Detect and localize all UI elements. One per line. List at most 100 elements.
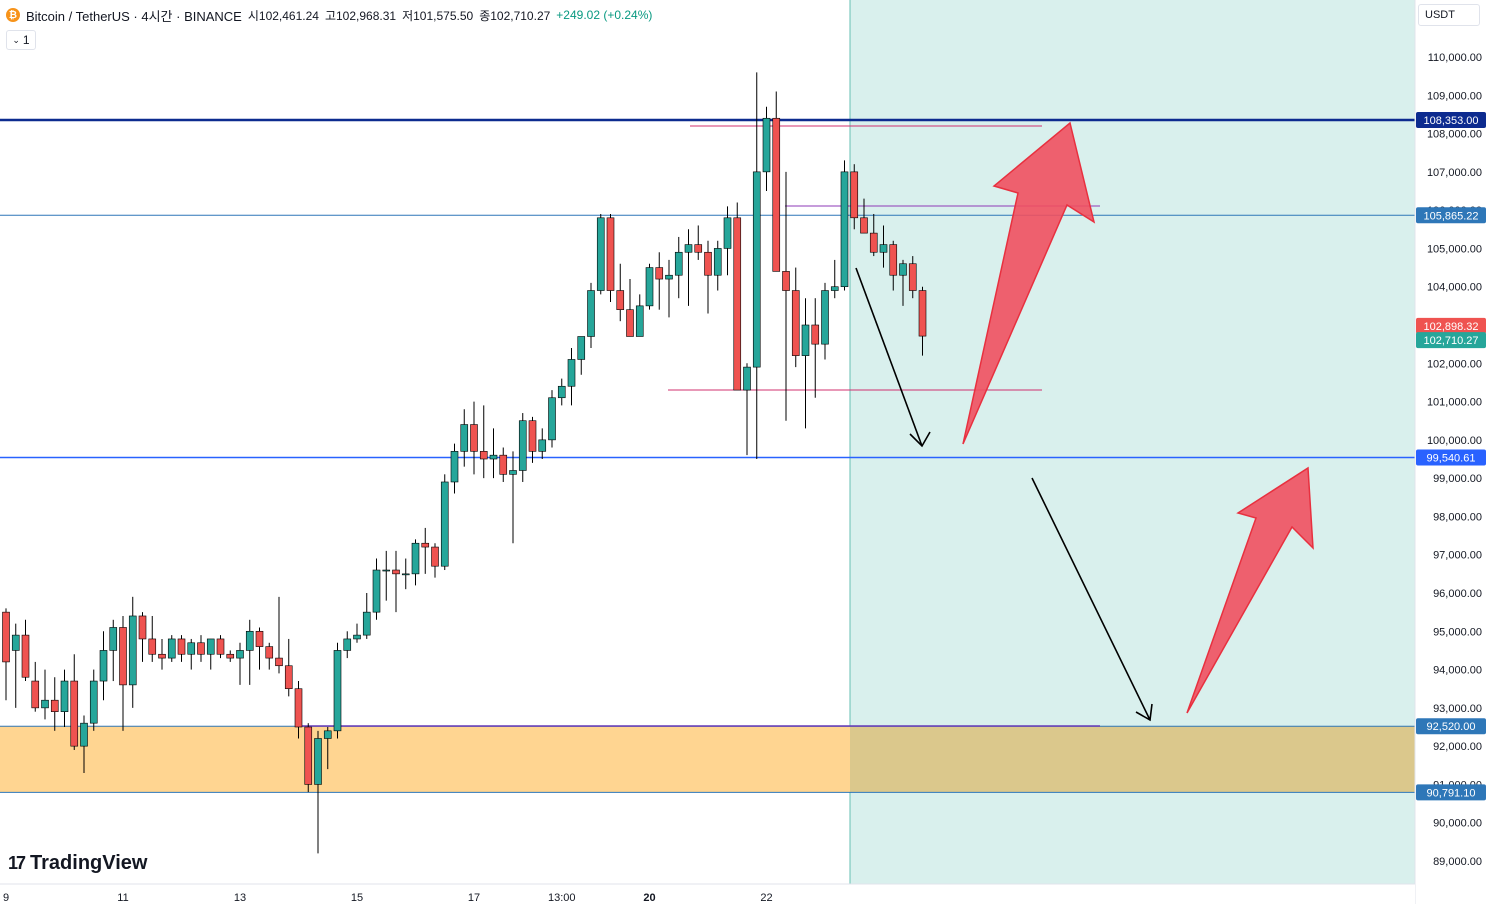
time-axis-bg <box>0 884 1415 904</box>
candle-body <box>284 665 293 690</box>
candle-body <box>138 615 147 640</box>
price-tick-label: 102,000.00 <box>1427 358 1482 370</box>
price-tick-label: 105,000.00 <box>1427 243 1482 255</box>
candle-body <box>60 680 69 712</box>
price-tick-label: 94,000.00 <box>1433 665 1482 677</box>
level-tag-bg <box>1416 112 1486 129</box>
down-arrow-2 <box>1031 477 1151 721</box>
candle-body <box>401 573 410 576</box>
collapse-indicators-button[interactable]: ⌄ 1 <box>6 30 36 50</box>
candle-body <box>226 653 235 659</box>
candle-body <box>119 627 127 686</box>
chevron-down-icon: ⌄ <box>12 34 20 45</box>
ohlc-low: 저101,575.50 <box>402 8 474 23</box>
candle-body <box>918 290 927 337</box>
price-tick-label: 95,000.00 <box>1433 626 1482 638</box>
candle-body <box>889 244 898 276</box>
candle-body <box>791 290 800 356</box>
price-tick-label: 108,000.00 <box>1427 129 1482 141</box>
price-tick-label: 96,000.00 <box>1433 588 1482 600</box>
price-tag-bg <box>1416 332 1486 349</box>
down-arrow-1-head <box>909 431 931 448</box>
candle-body <box>548 397 556 441</box>
candle-body <box>821 290 829 345</box>
price-tick-label: 109,000.00 <box>1427 90 1482 102</box>
candle-body <box>21 634 30 678</box>
level-tag-bg <box>1416 784 1486 801</box>
candle-body <box>11 634 20 651</box>
candle-body <box>382 569 391 572</box>
candle-body <box>99 650 108 682</box>
time-axis[interactable]: 9 11 13 15 17 13:00 20 22 <box>0 883 1415 904</box>
candle-body <box>167 638 176 659</box>
tradingview-logo-icon: 17 <box>8 853 26 873</box>
level-tag-bg <box>1416 207 1486 224</box>
candle-body <box>713 248 722 276</box>
candle-body <box>460 424 469 452</box>
down-arrow-1 <box>855 267 923 447</box>
candle-body <box>255 630 264 647</box>
candle-body <box>665 274 673 280</box>
price-tag-label: 102,898.32 <box>1423 321 1478 333</box>
price-tick-label: 97,000.00 <box>1433 550 1482 562</box>
candle-body <box>528 420 537 452</box>
ohlc-high: 고102,968.31 <box>324 8 397 23</box>
candle-body <box>743 366 751 391</box>
candle-body <box>869 232 878 253</box>
time-tick-label: 15 <box>351 892 363 904</box>
time-tick-label: 11 <box>117 892 128 904</box>
candle-body <box>499 454 508 475</box>
candle-body <box>187 642 196 655</box>
time-tick-label: 13 <box>234 892 246 904</box>
price-tick-label: 92,000.00 <box>1433 741 1482 753</box>
candles-layer <box>2 72 927 854</box>
candle-body <box>557 385 566 399</box>
candle-body <box>879 244 888 253</box>
time-tick-label: 9 <box>3 892 9 904</box>
candle-body <box>694 244 703 253</box>
level-tag-label: 92,520.00 <box>1427 721 1476 733</box>
candle-body <box>645 267 654 307</box>
candle-body <box>362 611 371 636</box>
candle-body <box>421 542 430 548</box>
level-tag-label: 99,540.61 <box>1427 452 1476 464</box>
candle-body <box>323 730 332 739</box>
tradingview-logo-text: TradingView <box>30 852 148 874</box>
symbol-title[interactable]: Bitcoin / TetherUS · 4시간 · BINANCE <box>26 8 242 24</box>
candle-body <box>275 657 283 667</box>
candle-body <box>489 454 498 460</box>
candle-body <box>177 638 186 655</box>
time-tick-label: 22 <box>760 892 772 904</box>
down-arrow-2-head <box>1135 703 1153 722</box>
candle-body <box>801 324 810 356</box>
candle-body <box>616 290 625 310</box>
indicator-count: 1 <box>22 33 30 47</box>
price-tick-label: 98,000.00 <box>1433 511 1482 523</box>
candle-body <box>470 424 478 452</box>
candle-body <box>197 642 205 655</box>
candle-body <box>89 680 98 724</box>
support-zone-projection <box>850 726 1415 793</box>
candle-body <box>431 546 439 567</box>
price-tick-label: 100,000.00 <box>1427 435 1482 447</box>
up-arrow-small <box>1186 466 1314 714</box>
price-tick-label: 110,000.00 <box>1428 52 1482 64</box>
candle-body <box>245 630 254 651</box>
symbol-header: ₿ Bitcoin / TetherUS · 4시간 · BINANCE 시10… <box>0 0 1416 30</box>
candle-body <box>723 217 732 249</box>
horizontal-lines-layer <box>0 118 1415 793</box>
price-tick-label: 104,000.00 <box>1427 282 1482 294</box>
price-tick-label: 90,000.00 <box>1433 818 1482 830</box>
currency-selector[interactable]: USDT <box>1418 4 1480 26</box>
tradingview-logo[interactable]: 17 TradingView <box>8 852 147 875</box>
candle-body <box>908 263 917 291</box>
candle-body <box>314 738 322 785</box>
candle-body <box>80 722 88 747</box>
candle-body <box>109 627 118 651</box>
up-arrow-large <box>962 121 1096 445</box>
candle-body <box>538 439 547 452</box>
candle-body <box>840 171 849 288</box>
price-tick-label: 101,000.00 <box>1427 397 1482 409</box>
